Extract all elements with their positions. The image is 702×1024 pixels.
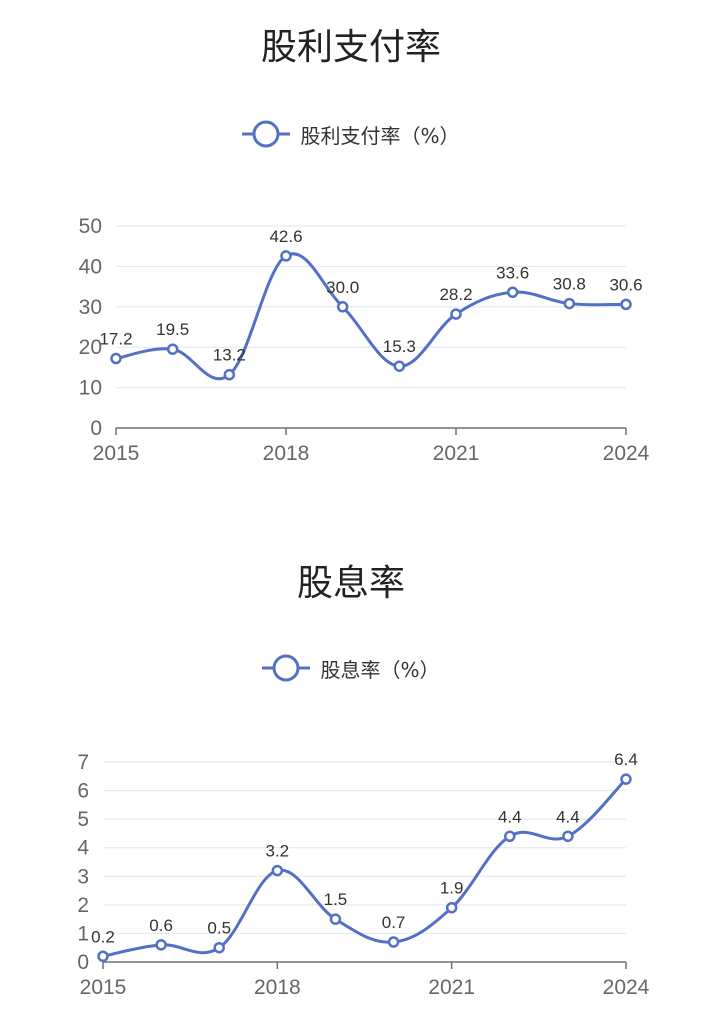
- payout-ratio-plot: 0 10 20 30 40 50 2015 2018 2021 2024 17.2 19.5 13.2 4…: [79, 215, 650, 465]
- data-point[interactable]: [450, 308, 462, 320]
- series-line: [102, 778, 628, 958]
- legend-swatch-icon: [242, 120, 291, 148]
- data-label: 0.5: [207, 919, 231, 938]
- data-point[interactable]: [506, 286, 519, 299]
- data-label: 17.2: [99, 330, 132, 349]
- legend-label: 股息率（%）: [320, 657, 440, 682]
- data-label: 30.8: [553, 275, 586, 294]
- data-label: 19.5: [156, 320, 189, 339]
- y-tick-label: 3: [77, 865, 89, 888]
- x-tick-label: 2015: [80, 976, 127, 999]
- data-label: 0.6: [149, 916, 173, 935]
- data-point[interactable]: [620, 773, 632, 785]
- series-line: [115, 252, 627, 381]
- chart-title: 股利支付率: [260, 27, 441, 68]
- x-tick-label: 2015: [93, 442, 140, 465]
- y-tick-label: 5: [77, 808, 89, 831]
- y-tick-label: 30: [79, 296, 102, 319]
- data-label: 0.7: [382, 913, 406, 932]
- legend-swatch-icon: [262, 654, 311, 682]
- data-label: 6.4: [614, 750, 638, 769]
- data-label: 33.6: [496, 263, 529, 282]
- chart-title: 股息率: [296, 563, 405, 604]
- data-label: 30.6: [609, 275, 642, 294]
- data-point[interactable]: [155, 939, 167, 951]
- data-label: 1.9: [440, 879, 464, 898]
- data-point[interactable]: [445, 901, 458, 914]
- payout-ratio-chart: 股利支付率 股利支付率（%） 0 10 20 30 40 50 2015 2018 2021 20…: [0, 0, 702, 500]
- y-tick-label: 1: [77, 922, 89, 945]
- data-label: 4.4: [498, 807, 522, 826]
- data-point[interactable]: [166, 343, 179, 355]
- x-tick-label: 2021: [428, 976, 475, 999]
- x-tick-label: 2024: [603, 442, 650, 465]
- y-tick-label: 0: [77, 951, 89, 974]
- data-label: 0.2: [91, 927, 115, 946]
- data-point[interactable]: [271, 864, 284, 877]
- data-point[interactable]: [213, 941, 225, 954]
- y-tick-label: 40: [79, 255, 102, 278]
- x-tick-label: 2018: [263, 442, 310, 465]
- data-label: 3.2: [266, 842, 290, 861]
- data-point[interactable]: [504, 830, 516, 843]
- x-tick-label: 2021: [433, 442, 480, 465]
- legend[interactable]: 股息率（%）: [0, 652, 702, 684]
- data-point[interactable]: [393, 360, 406, 372]
- data-label: 1.5: [324, 890, 348, 909]
- y-tick-label: 4: [77, 837, 89, 860]
- y-tick-label: 2: [77, 894, 89, 917]
- x-tick-label: 2018: [254, 976, 301, 999]
- data-label: 42.6: [269, 227, 302, 246]
- y-tick-label: 10: [79, 377, 102, 400]
- data-point[interactable]: [336, 301, 349, 313]
- dividend-yield-plot: 0 1 2 3 4 5 6 7 2015 2018 2021 2024 0.2 0.6 0.5 3.2 1.5 0…: [77, 750, 650, 999]
- data-point[interactable]: [620, 298, 632, 311]
- data-point[interactable]: [223, 368, 236, 381]
- legend[interactable]: 股利支付率（%）: [0, 118, 702, 150]
- data-point[interactable]: [280, 250, 292, 262]
- legend-label: 股利支付率（%）: [300, 123, 460, 148]
- x-tick-label: 2024: [603, 976, 650, 999]
- data-point[interactable]: [562, 830, 574, 843]
- data-label: 28.2: [439, 285, 472, 304]
- data-point[interactable]: [329, 913, 342, 925]
- y-tick-label: 6: [77, 780, 89, 803]
- data-point[interactable]: [387, 936, 400, 948]
- data-label: 30.0: [326, 278, 359, 297]
- data-point[interactable]: [97, 950, 109, 963]
- data-point[interactable]: [563, 297, 576, 310]
- y-tick-label: 0: [90, 417, 102, 440]
- dividend-yield-chart: 股息率 股息率（%） 0 1 2 3 4 5 6 7 2015 2018 2021 2024 0.2 0.…: [0, 540, 702, 1024]
- data-label: 4.4: [556, 807, 580, 826]
- data-label: 15.3: [383, 337, 416, 356]
- y-tick-label: 7: [77, 751, 89, 774]
- data-label: 13.2: [213, 346, 246, 365]
- data-point[interactable]: [110, 352, 122, 365]
- y-tick-label: 20: [79, 336, 102, 359]
- y-tick-label: 50: [79, 215, 102, 238]
